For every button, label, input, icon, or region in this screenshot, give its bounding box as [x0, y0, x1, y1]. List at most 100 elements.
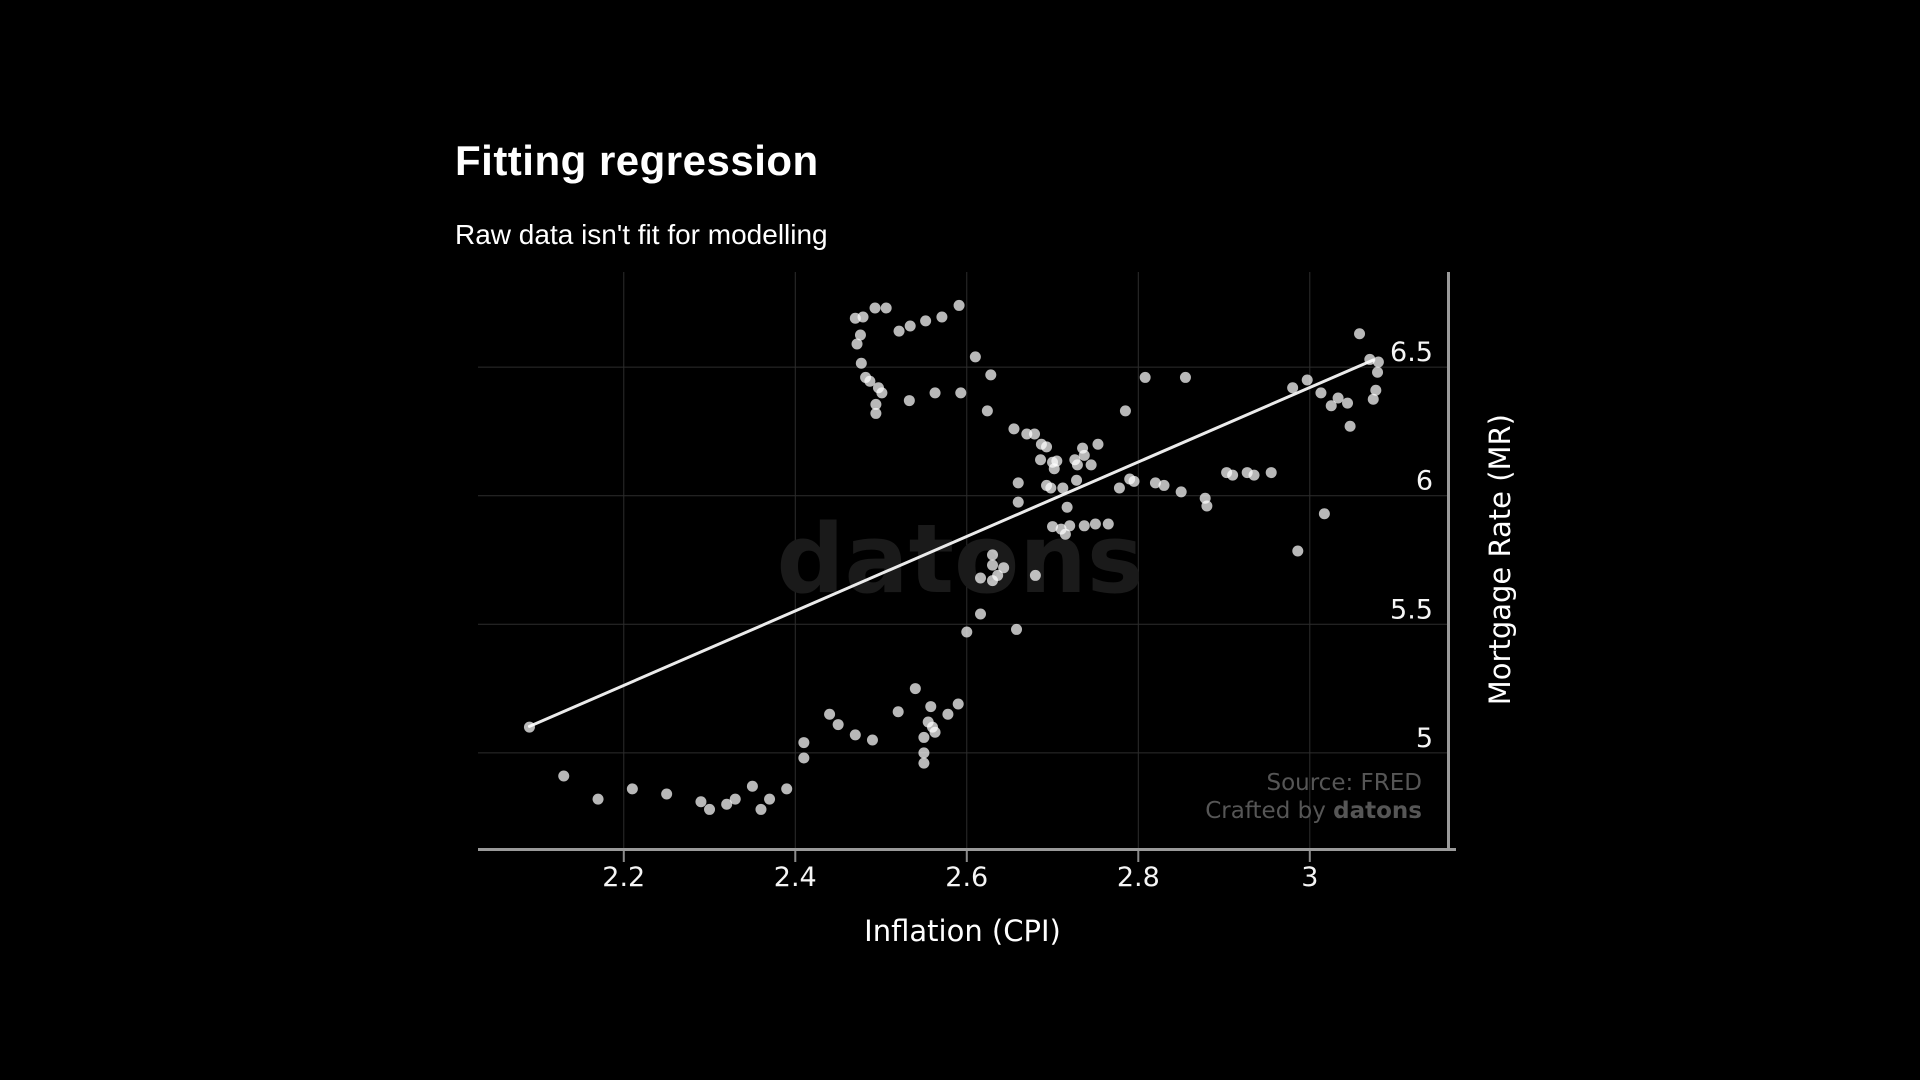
- data-point: [903, 395, 915, 407]
- data-point: [855, 357, 867, 369]
- data-point: [1344, 420, 1356, 432]
- data-point: [918, 747, 930, 759]
- data-point: [1064, 520, 1076, 532]
- svg-text:2.4: 2.4: [774, 862, 817, 893]
- svg-text:5.5: 5.5: [1390, 594, 1433, 625]
- data-point: [1029, 428, 1041, 440]
- data-point: [975, 608, 987, 620]
- data-point: [1370, 384, 1382, 396]
- data-point: [1113, 482, 1125, 494]
- svg-text:2.2: 2.2: [602, 862, 645, 893]
- data-point: [1041, 441, 1053, 453]
- x-axis-ticks: 2.2 2.4 2.6 2.8 3: [602, 851, 1318, 893]
- data-point: [920, 315, 932, 327]
- data-point: [1012, 496, 1024, 508]
- data-point: [1325, 400, 1337, 412]
- data-point: [1048, 463, 1060, 475]
- data-point: [987, 559, 999, 571]
- data-point: [824, 708, 836, 720]
- data-point: [704, 803, 716, 815]
- regression-line-segment: [527, 358, 1375, 728]
- data-point: [909, 683, 921, 695]
- data-point: [857, 311, 869, 323]
- data-point: [1012, 477, 1024, 489]
- source-line: Source: FRED: [1266, 770, 1422, 796]
- data-point: [981, 405, 993, 417]
- data-point: [1227, 469, 1239, 481]
- data-point: [998, 562, 1010, 574]
- data-point: [1248, 469, 1260, 481]
- data-point: [985, 369, 997, 381]
- data-point: [851, 338, 863, 350]
- data-point: [1287, 382, 1299, 394]
- data-point: [1085, 459, 1097, 471]
- chart-title: Fitting regression: [455, 137, 819, 184]
- data-point: [1292, 545, 1304, 557]
- data-point: [1158, 479, 1170, 491]
- data-point: [1071, 474, 1083, 486]
- svg-text:5: 5: [1416, 723, 1433, 754]
- data-point: [854, 329, 866, 341]
- data-point: [1201, 500, 1213, 512]
- data-point: [955, 387, 967, 399]
- data-point: [1011, 623, 1023, 635]
- data-point: [987, 549, 999, 561]
- data-point: [918, 757, 930, 769]
- data-point: [1045, 482, 1057, 494]
- data-point: [1354, 328, 1366, 340]
- data-point: [864, 375, 876, 387]
- data-point: [1372, 366, 1384, 378]
- data-point: [1078, 449, 1090, 461]
- data-point: [1029, 569, 1041, 581]
- data-point: [942, 708, 954, 720]
- svg-text:3: 3: [1301, 862, 1318, 893]
- credit-line: Crafted by datons: [920, 797, 1422, 825]
- data-point: [992, 569, 1004, 581]
- data-point: [1089, 518, 1101, 530]
- data-point: [880, 302, 892, 314]
- axis-lines: [478, 272, 1456, 851]
- data-point: [1149, 477, 1161, 489]
- gridlines: [478, 272, 1447, 848]
- data-point: [953, 299, 965, 311]
- data-point: [1008, 423, 1020, 435]
- data-point: [1128, 475, 1140, 487]
- regression-line: [527, 358, 1375, 728]
- data-point: [870, 398, 882, 410]
- data-point: [523, 721, 535, 733]
- chart-subtitle: Raw data isn't fit for modelling: [455, 219, 828, 250]
- data-point: [936, 311, 948, 323]
- svg-text:2.8: 2.8: [1117, 862, 1160, 893]
- svg-text:6.5: 6.5: [1390, 337, 1433, 368]
- data-point: [1035, 454, 1047, 466]
- svg-text:6: 6: [1416, 466, 1433, 497]
- data-point: [904, 320, 916, 332]
- data-point: [721, 798, 733, 810]
- data-point: [1047, 521, 1059, 533]
- data-point: [869, 302, 881, 314]
- data-point: [1057, 482, 1069, 494]
- data-point: [1301, 374, 1313, 386]
- data-point: [1175, 486, 1187, 498]
- data-point: [729, 793, 741, 805]
- data-point: [892, 706, 904, 718]
- data-point: [1071, 459, 1083, 471]
- data-point: [798, 737, 810, 749]
- data-point: [849, 729, 861, 741]
- data-point: [798, 752, 810, 764]
- data-point: [961, 626, 973, 638]
- x-axis-title: Inflation (CPI): [864, 914, 1061, 948]
- data-point: [1179, 371, 1191, 383]
- y-axis-title-wrap: Mortgage Rate (MR): [1478, 272, 1522, 848]
- data-point: [1102, 518, 1114, 530]
- data-point: [929, 387, 941, 399]
- data-point: [893, 325, 905, 337]
- data-point: [876, 387, 888, 399]
- data-point: [1342, 397, 1354, 409]
- data-point: [1059, 528, 1071, 540]
- svg-text:2.6: 2.6: [945, 862, 988, 893]
- data-point: [969, 351, 981, 363]
- data-point: [1119, 405, 1131, 417]
- scatter-points: [523, 299, 1384, 815]
